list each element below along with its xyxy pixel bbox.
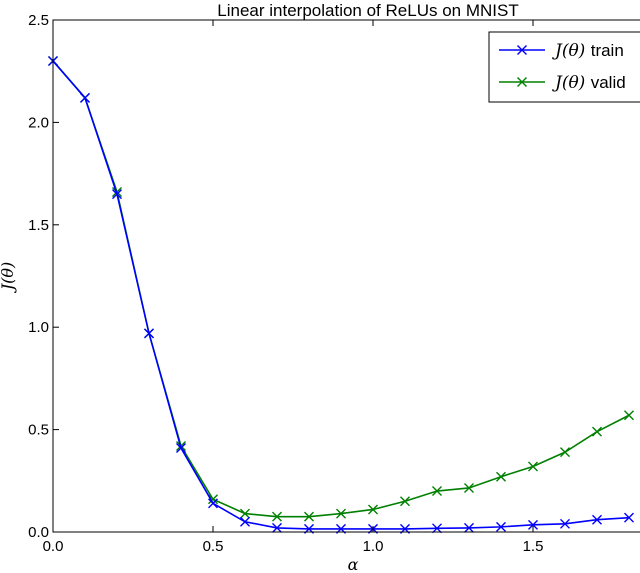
legend-marker [517, 45, 527, 55]
y-axis-label: J(θ) [0, 262, 17, 294]
plot-area [48, 55, 634, 534]
x-tick-label: 0.0 [43, 538, 64, 555]
legend: J(θ) train J(θ) valid [488, 31, 640, 103]
y-tick-label: 1.5 [28, 217, 49, 234]
legend-label: J(θ) train [552, 41, 624, 61]
y-axis: 0.0 0.5 1.0 1.5 2.0 2.5 [28, 12, 59, 541]
data-point-marker [464, 482, 474, 493]
data-point-marker [432, 486, 442, 497]
data-point-marker [432, 523, 442, 534]
data-point-marker [112, 189, 122, 200]
series-0 [48, 55, 634, 534]
data-point-marker [528, 519, 538, 530]
chart-title: Linear interpolation of ReLUs on MNIST [217, 1, 518, 20]
data-point-marker [592, 514, 602, 525]
data-point-marker [144, 328, 154, 339]
data-point-marker [400, 496, 410, 507]
y-tick-label: 1.0 [28, 319, 49, 336]
data-point-marker [592, 426, 602, 437]
data-point-marker [560, 447, 570, 458]
data-point-marker [496, 521, 506, 532]
y-tick-label: 2.0 [28, 114, 49, 131]
legend-entry-0: J(θ) train [499, 41, 624, 61]
data-point-marker [208, 494, 218, 505]
y-tick-label: 0.0 [28, 524, 49, 541]
series-1 [48, 55, 634, 522]
x-axis-label: α [348, 555, 359, 573]
x-tick-label: 1.0 [363, 538, 384, 555]
data-point-marker [272, 522, 282, 533]
y-tick-label: 2.5 [28, 12, 49, 29]
data-point-marker [464, 522, 474, 533]
data-point-marker [528, 461, 538, 472]
y-tick-label: 0.5 [28, 422, 49, 439]
data-point-marker [240, 516, 250, 527]
series-line [52, 60, 630, 530]
data-point-marker [240, 508, 250, 519]
x-tick-label: 1.5 [523, 538, 544, 555]
data-point-marker [496, 471, 506, 482]
data-point-marker [368, 504, 378, 515]
data-point-marker [80, 92, 90, 103]
data-point-marker [560, 518, 570, 529]
legend-marker [517, 77, 527, 87]
data-point-marker [176, 443, 186, 454]
data-point-marker [272, 511, 282, 522]
plot-frame [52, 19, 640, 533]
legend-entry-1: J(θ) valid [499, 73, 626, 93]
x-axis: 0.0 0.5 1.0 1.5 [43, 20, 544, 555]
data-point-marker [208, 498, 218, 509]
data-point-marker [336, 508, 346, 519]
data-point-marker [304, 511, 314, 522]
legend-label: J(θ) valid [552, 73, 626, 93]
x-tick-label: 0.5 [203, 538, 224, 555]
legend-box [488, 31, 640, 103]
data-point-marker [624, 410, 634, 421]
data-point-marker [624, 512, 634, 523]
